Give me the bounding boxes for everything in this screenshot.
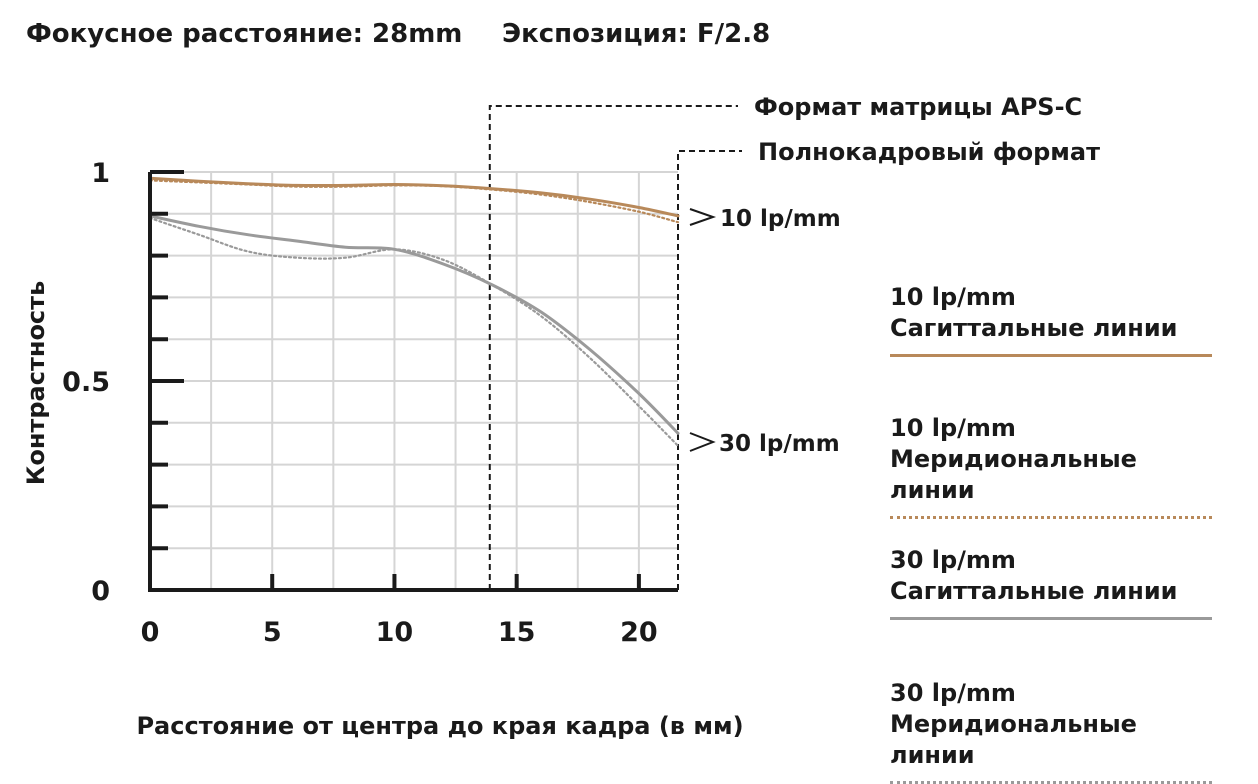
x-tick-label: 10	[376, 617, 414, 648]
lp10-annotation: 10 lp/mm	[689, 206, 841, 232]
aperture-label: Экспозиция: F/2.8	[502, 19, 770, 49]
format-guides	[488, 105, 742, 590]
x-tick-label: 15	[498, 617, 536, 648]
legend-item-s30: 30 lp/mm Сагиттальные линии	[890, 545, 1220, 620]
legend-swatch	[890, 617, 1212, 620]
apsc-guide-line	[488, 105, 738, 590]
y-axis-label: Контрастность	[22, 281, 50, 486]
series-line-m30	[148, 216, 680, 447]
lp30-annotation: 30 lp/mm	[689, 431, 840, 457]
legend-swatch	[890, 354, 1212, 357]
y-tick-label: 0	[91, 576, 110, 607]
x-tick-label: 5	[263, 617, 282, 648]
fullframe-label: Полнокадровый формат	[758, 138, 1100, 166]
legend-orientation: Сагиттальные линии	[890, 577, 1178, 605]
mtf-chart: Фокусное расстояние: 28mm Экспозиция: F/…	[22, 19, 1100, 740]
x-tick-label: 0	[141, 617, 160, 648]
lp30-label: 30 lp/mm	[719, 431, 840, 457]
series-group	[148, 176, 680, 447]
lp10-label: 10 lp/mm	[720, 206, 841, 232]
legend-frequency: 30 lp/mm	[890, 546, 1016, 574]
series-line-s30	[148, 214, 680, 435]
focal-length-label: Фокусное расстояние: 28mm	[26, 19, 462, 49]
y-tick-label: 0.5	[62, 367, 110, 398]
legend-item-m10: 10 lp/mm Меридиональные линии	[890, 413, 1220, 519]
x-axis-label: Расстояние от центра до края кадра (в мм…	[136, 712, 743, 740]
tick-labels: 0 5 10 15 20 0 0.5 1	[62, 158, 658, 648]
apsc-label: Формат матрицы APS-C	[754, 93, 1082, 121]
legend-frequency: 10 lp/mm	[890, 283, 1016, 311]
legend-frequency: 30 lp/mm	[890, 679, 1016, 707]
x-tick-label: 20	[620, 617, 658, 648]
grid	[150, 171, 678, 590]
fullframe-guide-line	[677, 150, 742, 590]
legend-swatch	[890, 516, 1212, 519]
legend-item-m30: 30 lp/mm Меридиональные линии	[890, 678, 1220, 784]
axes	[148, 170, 678, 592]
legend-orientation: Меридиональные линии	[890, 710, 1137, 769]
legend-item-s10: 10 lp/mm Сагиттальные линии	[890, 282, 1220, 357]
lp10-arrow-icon	[689, 208, 717, 226]
y-tick-label: 1	[91, 158, 110, 189]
legend-frequency: 10 lp/mm	[890, 414, 1016, 442]
legend-orientation: Сагиттальные линии	[890, 314, 1178, 342]
series-line-m10	[148, 179, 680, 224]
lp30-arrow-icon	[689, 432, 716, 452]
legend-orientation: Меридиональные линии	[890, 445, 1137, 504]
series-line-s10	[148, 176, 680, 218]
